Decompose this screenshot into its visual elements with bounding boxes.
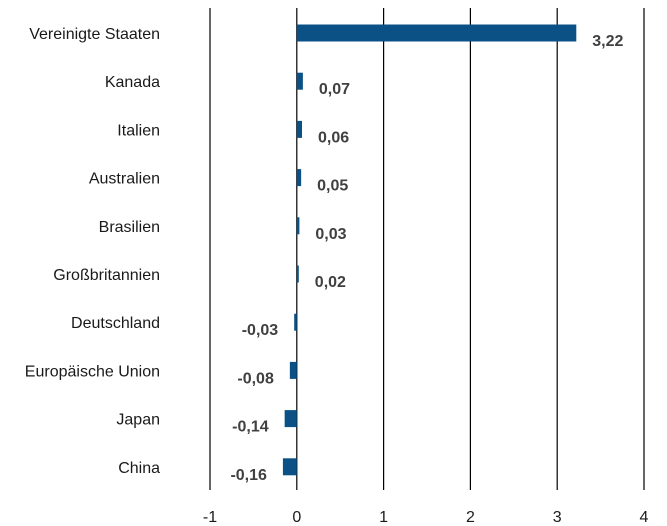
bar [296, 72, 303, 90]
value-label: 3,22 [592, 33, 623, 50]
value-labels: 3,22 0,07 0,06 0,05 0,03 0,02 -0,03 -0,08 -0,14 -… [230, 33, 623, 484]
x-tick-label: 2 [466, 509, 475, 526]
value-label: -0,03 [242, 322, 279, 339]
category-label: Italien [117, 122, 160, 139]
category-label: Großbritannien [53, 267, 160, 284]
category-label: Europäische Union [25, 363, 160, 380]
bar [294, 313, 297, 331]
x-tick-label: -1 [203, 509, 217, 526]
bar [296, 24, 577, 42]
category-label: Japan [116, 412, 160, 429]
value-label: -0,08 [237, 370, 274, 387]
bar [296, 169, 302, 187]
x-axis-tick-labels: -1 0 1 2 3 4 [203, 509, 649, 526]
x-tick-label: 4 [640, 509, 649, 526]
bars [282, 24, 577, 476]
bar [296, 120, 303, 138]
x-tick-label: 3 [553, 509, 562, 526]
value-label: -0,14 [232, 419, 269, 436]
bar [296, 265, 299, 283]
value-label: 0,02 [315, 274, 346, 291]
category-label: Vereinigte Staaten [29, 26, 160, 43]
x-tick-label: 0 [292, 509, 301, 526]
bar [296, 217, 300, 235]
value-label: 0,03 [315, 226, 346, 243]
category-label: Brasilien [99, 219, 160, 236]
value-label: -0,16 [230, 467, 267, 484]
category-label: Kanada [105, 74, 160, 91]
bar [282, 458, 297, 476]
x-tick-label: 1 [379, 509, 388, 526]
bar [284, 410, 297, 428]
category-label: Deutschland [71, 315, 160, 332]
category-labels: Vereinigte Staaten Kanada Italien Australie… [25, 26, 160, 477]
value-label: 0,05 [317, 178, 348, 195]
category-label: Australien [89, 171, 160, 188]
value-label: 0,06 [318, 129, 349, 146]
category-label: China [118, 460, 160, 477]
grid-lines [209, 8, 645, 490]
bar [289, 361, 297, 379]
value-label: 0,07 [319, 81, 350, 98]
